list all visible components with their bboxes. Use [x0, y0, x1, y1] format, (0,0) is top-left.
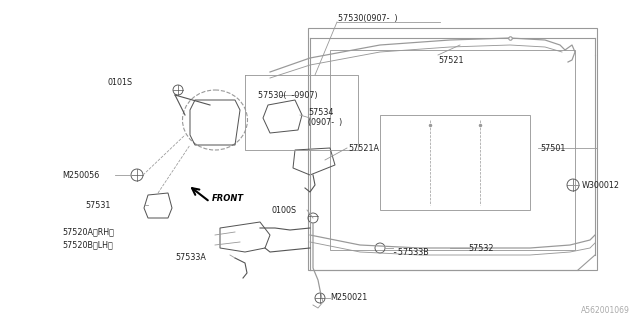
Text: 57501: 57501: [540, 143, 565, 153]
Text: ╴57533B: ╴57533B: [393, 247, 429, 257]
Text: M250021: M250021: [330, 293, 367, 302]
Text: 57534: 57534: [308, 108, 333, 116]
Text: 57532: 57532: [468, 244, 493, 252]
Text: 57530(0907-  ): 57530(0907- ): [338, 13, 397, 22]
Text: 57521A: 57521A: [348, 143, 379, 153]
Text: FRONT: FRONT: [212, 194, 244, 203]
Text: 0101S: 0101S: [108, 77, 133, 86]
Text: 0100S: 0100S: [272, 205, 297, 214]
Text: 57530(  -0907): 57530( -0907): [258, 91, 317, 100]
Text: (0907-  ): (0907- ): [308, 117, 342, 126]
Text: 57521: 57521: [438, 55, 463, 65]
Text: 57533A: 57533A: [175, 253, 206, 262]
Text: 57520B〈LH〉: 57520B〈LH〉: [62, 241, 113, 250]
Text: 57520A〈RH〉: 57520A〈RH〉: [62, 228, 114, 236]
Text: W300012: W300012: [582, 180, 620, 189]
Text: M250056: M250056: [62, 171, 99, 180]
Text: A562001069: A562001069: [581, 306, 630, 315]
Text: 57531: 57531: [85, 201, 110, 210]
